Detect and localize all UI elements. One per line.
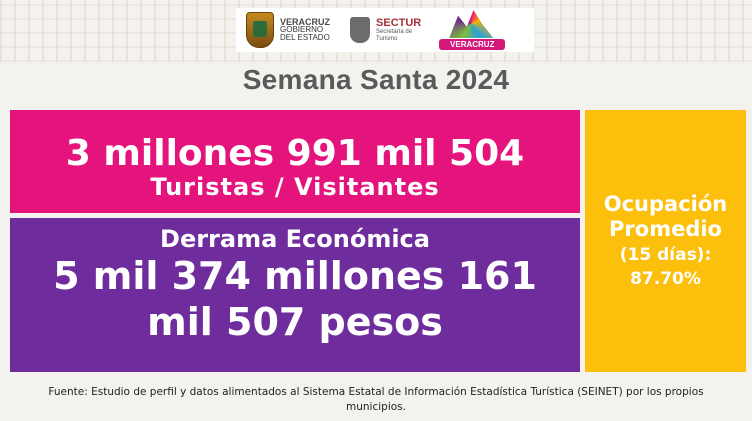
gobierno-veracruz-logo: VERACRUZ GOBIERNO DEL ESTADO (246, 12, 330, 48)
veracruz-brand-word: VERACRUZ (439, 39, 506, 50)
visitors-amount: 3 millones 991 mil 504 (65, 133, 525, 174)
gobierno-line2: GOBIERNO (280, 25, 324, 34)
sectur-logo-text: SECTUR Secretaría de Turismo (376, 16, 422, 43)
source-footnote: Fuente: Estudio de perfil y datos alimen… (48, 386, 704, 413)
economic-panel: Derrama Económica 5 mil 374 millones 161… (10, 218, 580, 372)
sectur-sub2: Turismo (376, 35, 398, 42)
occupancy-line2: Promedio (609, 217, 722, 241)
sectur-name: SECTUR (376, 16, 422, 29)
gobierno-line1: VERACRUZ (280, 17, 331, 27)
sectur-logo: SECTUR Secretaría de Turismo (350, 17, 421, 43)
logo-strip: VERACRUZ GOBIERNO DEL ESTADO SECTUR Secr… (236, 8, 534, 52)
gobierno-line3: DEL ESTADO (280, 33, 330, 42)
economic-amount-line2: mil 507 pesos (147, 300, 443, 344)
economic-label: Derrama Económica (160, 225, 430, 253)
sectur-sub1: Secretaría de (376, 28, 413, 35)
visitors-label: Turistas / Visitantes (150, 173, 440, 201)
occupancy-value: 87.70% (630, 269, 701, 289)
occupancy-panel: Ocupación Promedio (15 días): 87.70% (585, 110, 746, 372)
occupancy-line1: Ocupación (603, 192, 728, 216)
national-seal-icon (350, 17, 371, 43)
gobierno-logo-text: VERACRUZ GOBIERNO DEL ESTADO (280, 18, 330, 42)
occupancy-line3: (15 días): (619, 245, 712, 265)
veracruz-brand-logo: VERACRUZ (439, 10, 506, 50)
economic-amount-line1: 5 mil 374 millones 161 (53, 254, 537, 298)
coat-of-arms-icon (246, 12, 274, 48)
veracruz-brand-art-icon (449, 10, 494, 38)
visitors-panel: 3 millones 991 mil 504 Turistas / Visita… (10, 110, 580, 213)
page-title: Semana Santa 2024 (242, 64, 510, 95)
